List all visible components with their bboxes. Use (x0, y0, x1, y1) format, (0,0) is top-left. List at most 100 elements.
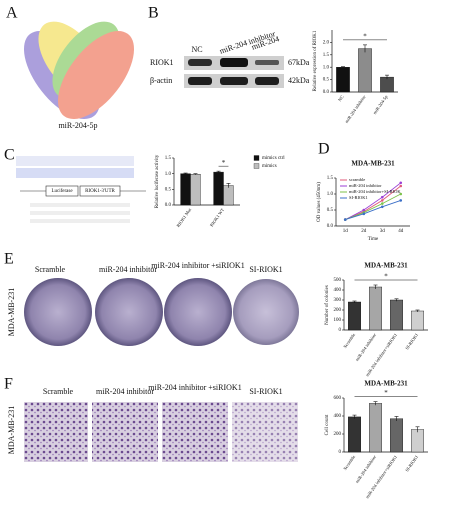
cell-line-label: MDA-MB-231 (7, 288, 16, 336)
y-tick-label: 500 (334, 278, 342, 283)
reporter-label: Luciferase (51, 189, 73, 194)
bar (358, 48, 372, 93)
sequence-line (30, 219, 130, 223)
group-label: Scramble (43, 387, 74, 396)
panel-label: B (148, 5, 159, 22)
colony-dish (95, 278, 163, 346)
x-tick-label: miR-204 inhibitor (344, 94, 367, 124)
legend-swatch (253, 155, 260, 161)
group-label: SI-RIOK1 (249, 387, 282, 396)
colony-dish (164, 278, 232, 346)
legend-label: SI-RIOK1 (349, 195, 368, 200)
sequence-line (30, 203, 130, 207)
x-tick-label: miR-204 inhibitor (354, 332, 377, 362)
bar (369, 403, 383, 453)
y-tick-label: 0.5 (165, 187, 172, 192)
x-tick-label: miR-204 inhibitor (354, 454, 377, 484)
point (380, 205, 384, 209)
panel-label: F (4, 376, 13, 393)
transwell-image (162, 402, 228, 462)
x-tick-label: Scramble (342, 332, 356, 349)
group-label: miR-204 inhibitor +siRIOK1 (151, 261, 244, 270)
group-label: miR-204 inhibitor (99, 265, 157, 274)
y-axis-label: Cell count (325, 414, 330, 435)
bar (213, 171, 224, 206)
bar (411, 429, 425, 453)
x-tick-label: 1d (343, 229, 349, 234)
y-tick-label: 100 (334, 318, 342, 323)
bar (223, 185, 234, 206)
y-tick-label: 200 (334, 432, 342, 437)
band (220, 58, 248, 67)
y-tick-label: 600 (334, 396, 342, 401)
transwell-image (232, 402, 298, 462)
y-tick-label: 0.5 (323, 78, 330, 83)
group-label: SI-RIOK1 (249, 265, 282, 274)
x-tick-label: SI-RIOK1 (404, 454, 419, 472)
lane-label: NC (191, 45, 202, 54)
venn (23, 21, 135, 119)
y-tick-label: 1.0 (165, 172, 172, 177)
x-tick-label: NC (337, 94, 345, 102)
point (343, 218, 347, 221)
row-label: β-actin (150, 76, 172, 85)
bar (348, 416, 362, 453)
x-tick-label: 3d (380, 229, 386, 234)
x-tick-label: SI-RIOK1 (404, 332, 419, 350)
band (220, 77, 248, 85)
y-tick-label: 1.5 (323, 53, 330, 58)
panel-label: D (318, 141, 330, 158)
y-tick-label: 1.0 (323, 65, 330, 70)
y-tick-label: 1.0 (327, 192, 334, 197)
point (380, 199, 384, 202)
reporter-label: RIOK1-3'UTR (85, 189, 115, 194)
x-tick-label: RIOK1 Mut (176, 207, 193, 228)
venn-label: miR-204-5p (58, 121, 97, 130)
bar (336, 66, 350, 93)
legend-swatch (253, 163, 260, 169)
legend-label: miR-204 inhibitor (349, 183, 382, 188)
point (399, 181, 403, 185)
group-label: Scramble (35, 265, 66, 274)
y-tick-label: 1.5 (327, 176, 334, 181)
point (362, 208, 366, 212)
transwell-image (24, 402, 88, 462)
y-tick-label: 0.0 (165, 203, 172, 208)
y-tick-label: 400 (334, 288, 342, 293)
bar (390, 418, 404, 453)
sequence-box (16, 156, 134, 166)
point (380, 202, 384, 205)
bar (348, 301, 362, 331)
legend-label: miR-204 inhibitor+SI-RIOK (349, 189, 401, 194)
x-tick-label: miR-204-5p (372, 94, 389, 116)
band (255, 77, 279, 85)
y-tick-label: 0 (339, 450, 342, 455)
line (345, 199, 401, 221)
bar (390, 299, 404, 331)
point (399, 184, 403, 188)
legend-label: scramble (349, 177, 365, 182)
transwell-image (92, 402, 158, 462)
group-label: miR-204 inhibitor (96, 387, 154, 396)
sequence-line (30, 211, 130, 215)
panel-label: E (4, 251, 14, 268)
colony-dish (24, 278, 92, 346)
x-tick-label: 4d (398, 229, 404, 234)
chart-title: MDA-MB-231 (364, 380, 408, 388)
y-tick-label: 0.0 (327, 224, 334, 229)
point (399, 192, 403, 196)
significance-label: * (222, 159, 226, 167)
point (399, 199, 403, 202)
x-axis-label: Time (368, 237, 379, 242)
row-label: RIOK1 (150, 58, 174, 67)
point (362, 212, 366, 216)
significance-label: * (384, 389, 388, 397)
y-tick-label: 300 (334, 298, 342, 303)
significance-label: * (363, 32, 367, 40)
y-axis-label: Relative luciferase activity (155, 154, 160, 208)
y-tick-label: 2.0 (323, 41, 330, 46)
band (255, 60, 279, 65)
bar (369, 286, 383, 331)
